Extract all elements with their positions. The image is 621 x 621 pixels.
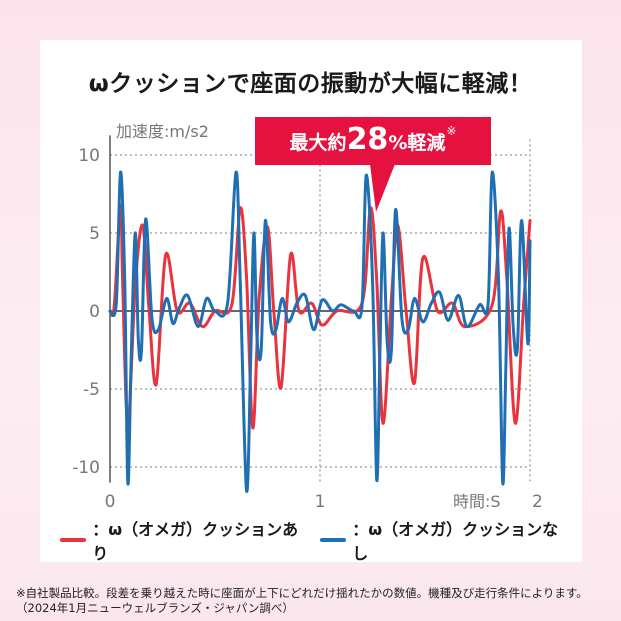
x-tick-label: 0 (105, 492, 116, 512)
legend-item-without-cushion: ：ω（オメガ）クッションなし (320, 516, 560, 564)
y-tick-label: 0 (89, 302, 100, 322)
x-tick-label: 2 (532, 492, 543, 512)
legend-item-with-cushion: ：ω（オメガ）クッションあり (60, 516, 300, 564)
callout-pointer (370, 164, 395, 212)
legend-label-with-cushion: ：ω（オメガ）クッションあり (92, 520, 299, 563)
chart-legend: ：ω（オメガ）クッションあり ：ω（オメガ）クッションなし (60, 520, 580, 563)
series-line-with-cushion (108, 203, 532, 430)
series-line-without-cushion (108, 170, 532, 493)
callout-prefix: 最大約 (289, 132, 347, 154)
headline-title: ωクッションで座面の振動が大幅に軽減！ (88, 71, 533, 97)
footnote: ※自社製品比較。段差を乗り越えた時に座面が上下にどれだけ揺れたかの数値。機種及び… (16, 586, 588, 615)
callout-note-mark: ※ (446, 124, 457, 138)
callout-percent: % (388, 132, 408, 154)
legend-swatch-blue (320, 538, 347, 542)
y-axis-label: 加速度:m/s2 (116, 122, 209, 141)
legend-swatch-red (60, 538, 87, 542)
x-axis-label: 時間:S (453, 492, 501, 511)
callout-number: 28 (346, 122, 389, 157)
max-reduction-callout: 最大約 28 % 軽減 ※ (255, 117, 491, 165)
y-tick-label: 10 (78, 146, 100, 166)
x-tick-label: 1 (315, 492, 326, 512)
y-tick-label: -10 (72, 458, 100, 478)
y-tick-label: -5 (83, 380, 100, 400)
callout-suffix: 軽減 (407, 132, 446, 154)
legend-label-without-cushion: ：ω（オメガ）クッションなし (352, 520, 559, 563)
y-tick-label: 5 (89, 224, 100, 244)
series-lines (108, 170, 532, 493)
axis-labels: 加速度:m/s2 時間:S (116, 122, 501, 511)
